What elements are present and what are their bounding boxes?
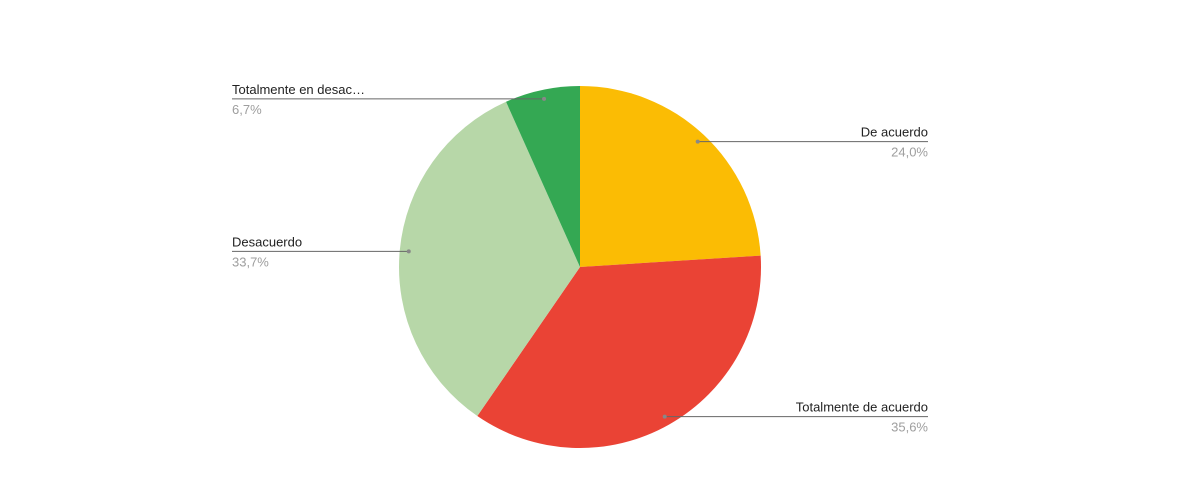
slice-label: Desacuerdo <box>232 234 302 249</box>
leader-dot <box>542 96 547 101</box>
pie-slice <box>399 101 580 417</box>
pie-slice <box>477 255 761 448</box>
pie-slice <box>580 86 761 267</box>
slice-value-label: 24,0% <box>891 145 928 160</box>
leader-dot <box>406 249 411 254</box>
leader-dot <box>662 414 667 419</box>
pie-slice <box>506 86 580 267</box>
slice-value-label: 6,7% <box>232 102 262 117</box>
slice-label: Totalmente de acuerdo <box>796 400 928 415</box>
slice-value-label: 33,7% <box>232 254 269 269</box>
slice-label: Totalmente en desac… <box>232 82 365 97</box>
leader-dot <box>695 139 700 144</box>
slice-value-label: 35,6% <box>891 420 928 435</box>
slice-label: De acuerdo <box>861 125 928 140</box>
